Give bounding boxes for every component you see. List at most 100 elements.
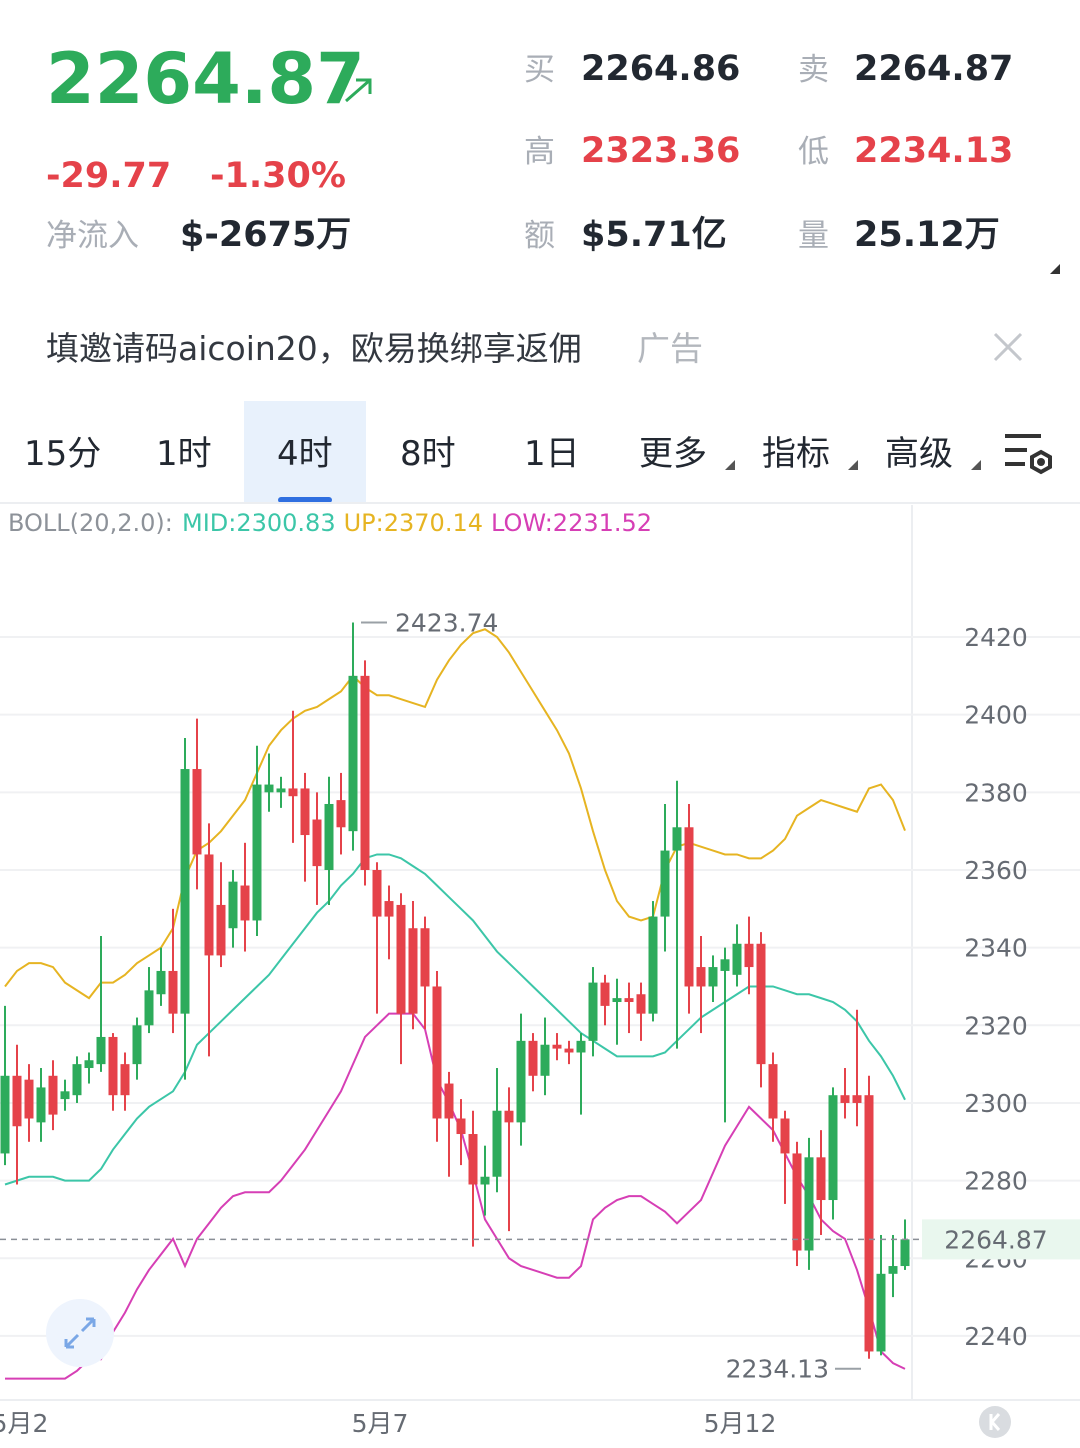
net-inflow: $-2675万 [180, 215, 351, 255]
net-inflow-label: 净流入 [46, 218, 139, 254]
tab[interactable]: 1日 [524, 434, 580, 474]
stat-label: 买 [524, 52, 555, 88]
last-price-box [922, 1219, 1080, 1260]
active-tab-indicator [278, 497, 332, 503]
candle-body [180, 769, 190, 1014]
tab[interactable]: 8时 [400, 434, 456, 474]
candle-body [756, 943, 766, 1065]
candle-body [588, 982, 598, 1041]
ad-text[interactable]: 填邀请码aicoin20，欧易换绑享返佣 [46, 329, 582, 368]
candle-body [900, 1239, 910, 1267]
legend-entry: MID:2300.83 [182, 509, 336, 537]
stat-label: 卖 [798, 52, 829, 88]
stat-value: $5.71亿 [581, 215, 727, 255]
price: 2264.87 [46, 38, 365, 120]
candle-body [372, 869, 382, 917]
candle-body [420, 928, 430, 987]
candle-body [636, 994, 646, 1014]
dropdown-caret [848, 460, 858, 470]
chart: 2240226022802300232023402360238024002420… [0, 505, 1080, 1438]
y-tick-label: 2380 [964, 778, 1028, 807]
candle-body [120, 1064, 130, 1096]
candle-body [528, 1040, 538, 1076]
candle-body [552, 1044, 562, 1049]
up-arrow-icon [345, 78, 372, 103]
candle-body [540, 1044, 550, 1076]
candle-body [156, 970, 166, 995]
candle-body [348, 675, 358, 832]
x-tick-label: 5月2 [0, 1409, 48, 1438]
candle-body [396, 904, 406, 1014]
candle-body [192, 769, 202, 855]
y-tick-label: 2300 [964, 1089, 1028, 1118]
y-tick-label: 2400 [964, 701, 1028, 730]
candle-body [12, 1075, 22, 1127]
candle-body [408, 928, 418, 1014]
tab[interactable]: 指标 [762, 434, 830, 474]
dropdown-caret [725, 460, 735, 470]
max-label: 2423.74 [395, 609, 498, 638]
x-tick-label: 5月7 [352, 1409, 409, 1438]
candle-body [132, 1025, 142, 1065]
fullscreen-button[interactable] [46, 1299, 114, 1367]
candle-body [300, 788, 310, 836]
stat-label: 低 [798, 134, 829, 170]
candle-body [240, 885, 250, 921]
boll-line [5, 1012, 906, 1380]
candle-body [696, 967, 706, 987]
candle-body [48, 1075, 58, 1115]
candle-body [144, 990, 154, 1026]
boll-line [4, 628, 906, 1000]
candle-body [84, 1060, 94, 1069]
candle-body [504, 1110, 514, 1123]
candle-body [672, 827, 682, 851]
scroll-to-latest-button[interactable] [979, 1406, 1011, 1438]
tab[interactable]: 1时 [156, 434, 212, 474]
x-tick-label: 5月12 [704, 1409, 777, 1438]
candle-body [804, 1157, 814, 1251]
tab[interactable]: 4时 [277, 434, 333, 474]
candle-body [456, 1118, 466, 1135]
candle-body [204, 854, 214, 956]
boll-line [4, 853, 906, 1186]
close-ad-button[interactable] [993, 332, 1023, 362]
expand-corner[interactable] [1050, 264, 1060, 274]
candle-body [336, 800, 346, 828]
stat-value: 2264.86 [581, 49, 740, 89]
candle-body [708, 967, 718, 987]
candle-body [96, 1036, 106, 1065]
candle-body [432, 986, 442, 1119]
candle-body [228, 881, 238, 929]
candle-body [792, 1153, 802, 1251]
candle-body [744, 943, 754, 968]
candle-body [108, 1036, 118, 1096]
candle-body [168, 970, 178, 1014]
candle-body [864, 1095, 874, 1352]
legend: MID:2300.83 UP:2370.14 LOW:2231.52 [182, 509, 652, 537]
legend-entry: LOW:2231.52 [491, 509, 652, 537]
tab[interactable]: 高级 [885, 434, 953, 474]
candle-body [24, 1079, 34, 1119]
active-tab-bg [244, 401, 366, 503]
candle-body [480, 1176, 490, 1185]
legend-entry: UP:2370.14 [344, 509, 483, 537]
candle-body [888, 1266, 898, 1274]
candle-body [576, 1040, 586, 1053]
tab[interactable]: 更多 [639, 434, 707, 474]
candle-body [828, 1095, 838, 1201]
chart-settings-icon[interactable] [1005, 434, 1052, 475]
stat-value: 25.12万 [854, 215, 1000, 255]
candle-body [816, 1157, 826, 1201]
candle-body [468, 1134, 478, 1185]
candle-body [216, 904, 226, 956]
candle-body [768, 1064, 778, 1119]
candle-body [492, 1110, 502, 1177]
y-tick-label: 2280 [964, 1167, 1028, 1196]
tab[interactable]: 15分 [24, 434, 101, 474]
stat-label: 量 [798, 218, 829, 254]
candle-body [660, 850, 670, 917]
candle-body [876, 1273, 886, 1352]
candle-body [732, 943, 742, 975]
candle-body [600, 982, 610, 1006]
